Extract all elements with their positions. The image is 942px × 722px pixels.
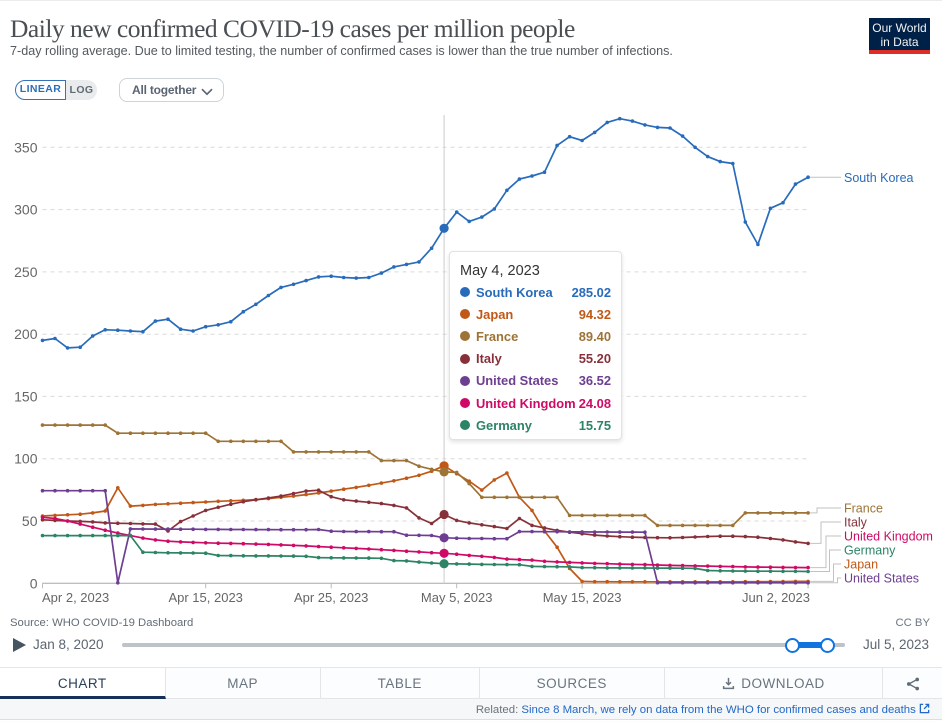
svg-text:South Korea: South Korea [844,171,914,185]
svg-text:Apr 15, 2023: Apr 15, 2023 [168,590,242,605]
svg-text:50: 50 [22,513,38,529]
svg-text:May 5, 2023: May 5, 2023 [421,590,493,605]
svg-text:Germany: Germany [844,544,896,558]
svg-text:100: 100 [14,451,38,467]
svg-text:Apr 25, 2023: Apr 25, 2023 [294,590,368,605]
svg-text:250: 250 [14,264,38,280]
svg-text:Japan: Japan [844,558,878,572]
svg-text:United States: United States [844,572,919,586]
svg-text:Jun 2, 2023: Jun 2, 2023 [742,590,810,605]
svg-text:350: 350 [14,139,38,155]
svg-text:May 15, 2023: May 15, 2023 [543,590,622,605]
svg-text:United Kingdom: United Kingdom [844,530,933,544]
svg-text:France: France [844,502,883,516]
svg-text:Apr 2, 2023: Apr 2, 2023 [42,590,109,605]
svg-text:Italy: Italy [844,516,868,530]
svg-text:150: 150 [14,388,38,404]
svg-text:300: 300 [14,202,38,218]
svg-text:200: 200 [14,326,38,342]
svg-text:0: 0 [30,575,38,591]
